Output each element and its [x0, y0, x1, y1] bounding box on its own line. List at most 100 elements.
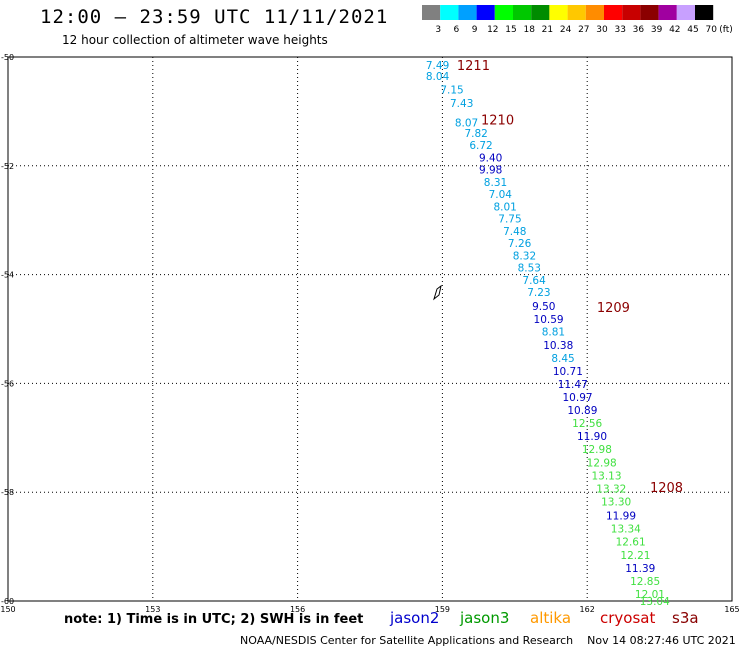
colorbar-swatch	[640, 5, 659, 20]
footer-credit: NOAA/NESDIS Center for Satellite Applica…	[240, 634, 736, 647]
colorbar-swatch	[585, 5, 604, 20]
colorbar-tick-label: 30	[596, 25, 608, 35]
wave-height-label: 8.53	[518, 263, 541, 275]
wave-height-label: 8.32	[513, 251, 536, 263]
lon-tick-label: 165	[724, 605, 739, 614]
lat-tick-label: -50	[1, 53, 14, 62]
colorbar-tick-label: 33	[614, 25, 625, 35]
wave-height-label: 11.90	[577, 431, 607, 443]
wave-height-label: 7.49	[426, 60, 449, 72]
colorbar-swatch	[549, 5, 568, 20]
colorbar-tick-label: 45	[687, 25, 698, 35]
time-label: 1210	[481, 114, 514, 129]
wave-height-label: 8.45	[551, 353, 574, 365]
wave-height-label: 13.13	[591, 470, 621, 482]
lat-tick-label: -56	[1, 379, 14, 388]
wave-height-label: 9.98	[479, 165, 502, 177]
colorbar-swatch	[494, 5, 513, 20]
wave-height-label: 7.48	[503, 226, 526, 238]
map-ticks: 150 153 156 159 162 165 -50 -52 -54 -56 -58 -60	[0, 53, 739, 614]
colorbar-swatch	[695, 5, 714, 20]
wave-height-label: 8.04	[426, 71, 450, 83]
satellite-legend-item: jason3	[460, 609, 510, 627]
timestamp-text: Nov 14 08:27:46 UTC 2021	[587, 634, 736, 647]
legend-note: note: 1) Time is in UTC; 2) SWH is in fe…	[64, 612, 364, 627]
colorbar-swatch	[604, 5, 623, 20]
colorbar-tick-label: 6	[454, 25, 460, 35]
wave-height-label: 12.61	[616, 537, 646, 549]
wave-height-label: 12.85	[630, 576, 660, 588]
satellite-legend-item: jason2	[390, 609, 440, 627]
colorbar-legend: 3 6 9 12 15 18 21 24 27 30 33 36 39 42 45 70 (ft)	[422, 5, 733, 35]
page-subtitle: 12 hour collection of altimeter wave hei…	[62, 33, 328, 47]
colorbar-tick-label: 21	[542, 25, 553, 35]
colorbar-tick-label: 3	[435, 25, 441, 35]
wave-height-label: 10.89	[567, 405, 597, 417]
credit-text: NOAA/NESDIS Center for Satellite Applica…	[240, 634, 574, 647]
colorbar-swatch	[513, 5, 532, 20]
colorbar-swatch	[422, 5, 441, 20]
colorbar-swatch	[622, 5, 641, 20]
wave-height-label: 7.15	[440, 85, 463, 97]
wave-height-label: 8.07	[455, 117, 478, 129]
colorbar-tick-label: 12	[487, 25, 498, 35]
wave-height-label: 7.82	[464, 128, 487, 140]
colorbar-swatch	[658, 5, 677, 20]
map-grid	[7, 56, 733, 602]
wave-height-label: 12.98	[582, 444, 612, 456]
wave-height-label: 7.23	[527, 287, 550, 299]
wave-height-label: 8.31	[484, 177, 507, 189]
lon-tick-label: 159	[435, 605, 450, 614]
lat-tick-label: -52	[1, 162, 14, 171]
colorbar-swatch	[476, 5, 495, 20]
wave-height-label: 11.39	[625, 563, 655, 575]
time-labels: 1211 1210 1209 1208	[457, 59, 683, 496]
wave-height-label: 7.04	[489, 189, 513, 201]
colorbar-tick-label: 70	[705, 25, 717, 35]
colorbar-tick-label: 39	[651, 25, 663, 35]
colorbar-tick-label: 36	[633, 25, 645, 35]
wave-height-label: 7.64	[522, 275, 546, 287]
wave-height-label: 10.59	[534, 314, 564, 326]
wave-height-labels: 7.498.04 7.157.43 8.077.826.729.409.988.31…	[426, 60, 670, 608]
lat-tick-label: -60	[1, 597, 14, 606]
wave-height-label: 12.01	[635, 589, 665, 601]
colorbar-tick-label: 15	[505, 25, 516, 35]
colorbar-swatch	[458, 5, 477, 20]
satellite-legend-item: cryosat	[600, 609, 656, 627]
wave-height-label: 10.38	[543, 340, 573, 352]
page-title: 12:00 – 23:59 UTC 11/11/2021	[40, 6, 389, 28]
wave-height-label: 12.21	[620, 550, 650, 562]
wave-height-label: 11.99	[606, 511, 636, 523]
time-label: 1209	[597, 301, 630, 316]
wave-height-label: 7.75	[498, 214, 521, 226]
wave-height-label: 13.32	[596, 483, 626, 495]
colorbar-unit: (ft)	[719, 25, 733, 35]
colorbar-swatch	[440, 5, 459, 20]
lon-tick-label: 153	[145, 605, 160, 614]
satellite-legend-item: s3a	[672, 609, 699, 627]
wave-height-label: 11.47	[558, 379, 588, 391]
lat-tick-label: -58	[1, 488, 14, 497]
wave-height-label: 10.97	[563, 392, 593, 404]
wave-height-label: 12.98	[587, 457, 617, 469]
colorbar-swatch	[567, 5, 586, 20]
wave-height-label: 7.43	[450, 98, 473, 110]
time-label: 1211	[457, 59, 490, 74]
wave-height-label: 13.30	[601, 496, 631, 508]
wave-height-label: 8.01	[493, 202, 516, 214]
lon-tick-label: 156	[290, 605, 305, 614]
colorbar-tick-label: 27	[578, 25, 589, 35]
satellite-legend-item: altika	[530, 609, 572, 627]
map-frame	[7, 56, 733, 602]
colorbar-swatch	[676, 5, 695, 20]
lat-tick-label: -54	[1, 271, 14, 280]
lon-tick-label: 162	[580, 605, 595, 614]
colorbar-tick-label: 9	[472, 25, 478, 35]
wave-height-label: 13.04	[640, 596, 670, 608]
wave-height-label: 9.50	[532, 301, 555, 313]
wave-height-label: 7.26	[508, 238, 532, 250]
colorbar-swatch	[531, 5, 550, 20]
